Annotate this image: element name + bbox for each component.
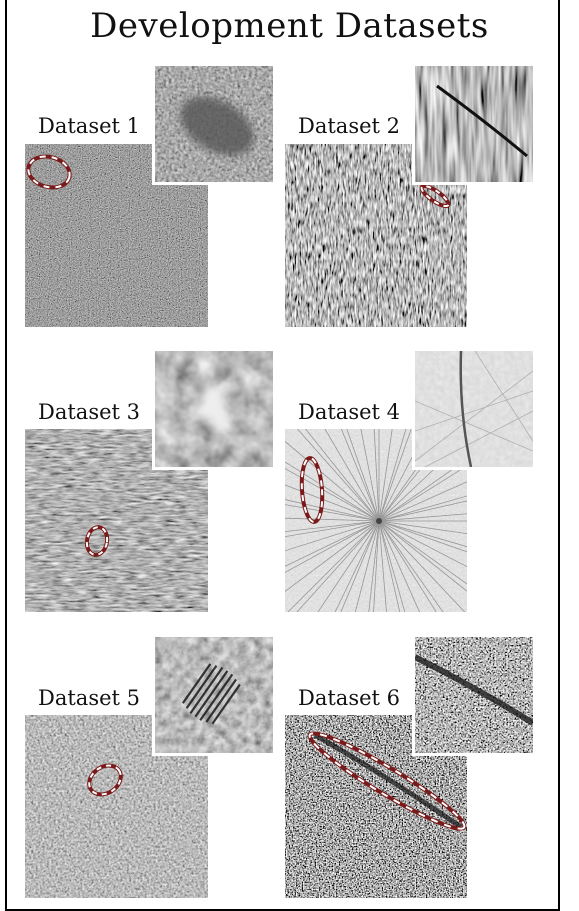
radial-streak [378, 520, 420, 612]
dataset-1-annotation [26, 154, 72, 190]
radial-streak [378, 513, 467, 522]
dataset-1-zoom-inset [152, 66, 273, 185]
dataset-6-annotation [307, 731, 467, 831]
radial-streak [378, 429, 412, 522]
radial-streak [324, 429, 380, 522]
radial-streak [378, 520, 467, 568]
radial-streak [285, 520, 380, 567]
radial-streak [378, 520, 401, 612]
dataset-1-label: Dataset 1 [38, 114, 140, 138]
radial-streak [287, 520, 380, 612]
radial-streak [285, 520, 380, 592]
radial-streak [378, 520, 467, 585]
radial-streak [378, 520, 406, 612]
dataset-6-zoom-inset [412, 637, 533, 756]
radial-streak [378, 520, 467, 548]
dataset-4-zoom-inset [412, 351, 533, 470]
radial-streak [317, 520, 380, 612]
dataset-2-annotation [419, 183, 451, 209]
radial-streak [285, 484, 380, 522]
radial-streak [378, 520, 467, 535]
radial-streak [378, 465, 467, 522]
radial-streak [285, 461, 380, 522]
dataset-5-annotation [87, 763, 123, 797]
radial-streak [346, 429, 380, 522]
dataset-5-label: Dataset 5 [38, 686, 140, 710]
radial-streak [296, 520, 380, 612]
radial-streak [305, 429, 380, 522]
dataset-4-radial-streaks [285, 429, 467, 612]
radial-streak [285, 440, 380, 522]
radial-streak [285, 520, 380, 537]
dataset-4-annotation [299, 456, 325, 524]
radial-streak [285, 504, 380, 522]
radial-streak [285, 499, 380, 522]
radial-streak [285, 517, 380, 522]
radial-streak [373, 520, 380, 612]
radial-streak [378, 429, 407, 522]
radial-streak [378, 520, 437, 612]
radial-streak [378, 520, 467, 592]
radial-streak [354, 520, 380, 612]
dataset-6-label: Dataset 6 [298, 686, 400, 710]
figure-title: Development Datasets [90, 6, 489, 46]
radial-streak [378, 520, 467, 553]
radial-streak [378, 429, 393, 522]
radial-streak [334, 520, 380, 612]
radial-streak [378, 520, 387, 612]
dataset-2-label: Dataset 2 [298, 114, 400, 138]
dataset-4-label: Dataset 4 [298, 400, 400, 424]
figure-frame [5, 0, 560, 911]
radial-streak [340, 520, 380, 612]
radial-streak [340, 429, 380, 522]
radial-streak [285, 520, 380, 573]
radial-streak [285, 520, 380, 552]
dataset-3-label: Dataset 3 [38, 400, 140, 424]
radial-streak [296, 429, 380, 522]
radial-streak [368, 520, 380, 612]
radial-streak [360, 429, 380, 522]
dataset-3-zoom-inset [152, 351, 273, 470]
dataset-2-zoom-inset [412, 66, 533, 185]
radial-streak [378, 495, 467, 522]
dataset-5-zoom-inset [152, 637, 273, 756]
radial-streak [378, 520, 466, 612]
radial-streak [378, 520, 444, 612]
radial-streak [378, 458, 467, 522]
radial-streak [285, 520, 380, 532]
radial-streak [373, 429, 380, 522]
dataset-3-annotation [84, 525, 110, 557]
radial-streak [378, 481, 467, 522]
radial-streak [378, 500, 467, 522]
